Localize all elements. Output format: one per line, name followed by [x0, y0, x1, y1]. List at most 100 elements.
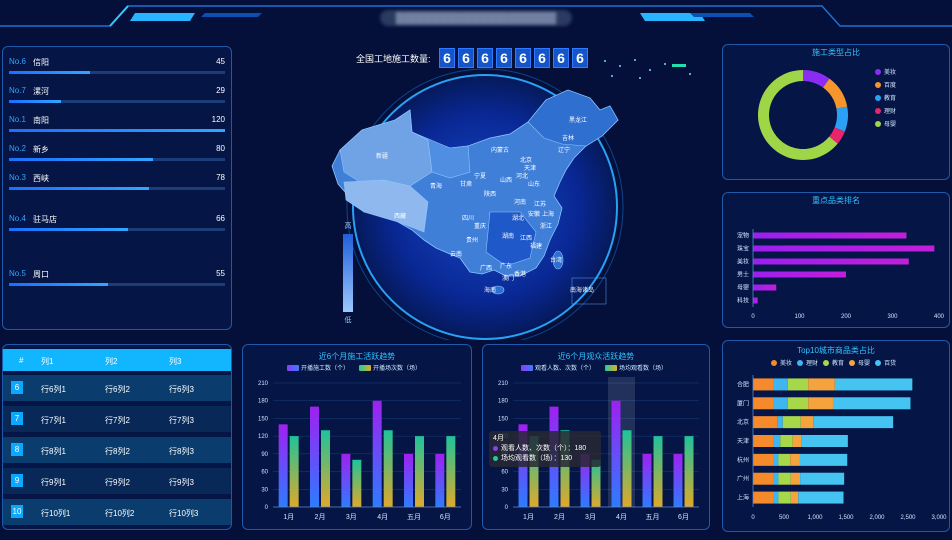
pie-slice[interactable]: [834, 106, 848, 132]
ranking-row: No.4 驻马店 66: [9, 214, 225, 240]
stack-segment[interactable]: [777, 416, 783, 429]
stack-legend-item[interactable]: 理财: [797, 360, 818, 367]
stack-segment[interactable]: [778, 491, 791, 504]
stack-segment[interactable]: [773, 472, 779, 485]
row-index: 9: [11, 474, 23, 487]
bar-series2[interactable]: [529, 436, 539, 507]
bar-series1[interactable]: [673, 453, 683, 507]
stack-segment[interactable]: [753, 416, 778, 429]
bar-series1[interactable]: [278, 424, 288, 507]
bar-series2[interactable]: [684, 436, 694, 507]
stack-segment[interactable]: [801, 435, 848, 447]
stack-segment[interactable]: [787, 378, 809, 391]
stack-segment[interactable]: [782, 416, 801, 429]
cell-col3: 行8列3: [169, 447, 194, 456]
chart1-svg: 0 30 60 90 120 150 180 210 1月 2月 3月 4月 五月 6月: [258, 381, 461, 521]
stack-category: 天津: [737, 438, 749, 445]
rank-chart-bar[interactable]: [753, 297, 758, 304]
stack-category: 北京: [737, 418, 749, 426]
bar-series1[interactable]: [404, 453, 413, 507]
rank-chart-bar[interactable]: [753, 258, 909, 265]
bar-series1[interactable]: [580, 453, 590, 507]
pie-legend-item[interactable]: 母婴: [875, 119, 896, 132]
table-row[interactable]: 7 行7列1 行7列2 行7列3: [3, 406, 231, 432]
stack-segment[interactable]: [753, 435, 774, 447]
pie-legend-item[interactable]: 美妆: [875, 67, 896, 80]
province-label: 湖南: [502, 232, 514, 240]
stack-segment[interactable]: [773, 397, 788, 410]
stack-segment[interactable]: [790, 453, 800, 466]
pie-slice[interactable]: [758, 70, 838, 160]
stack-segment[interactable]: [780, 435, 793, 447]
stack-segment[interactable]: [753, 378, 774, 391]
bar-series1[interactable]: [642, 453, 652, 507]
stack-segment[interactable]: [773, 378, 788, 391]
y-tick-label: 60: [261, 470, 268, 476]
bar-series1[interactable]: [372, 400, 382, 507]
stack-segment[interactable]: [778, 472, 791, 485]
stack-segment[interactable]: [753, 472, 774, 485]
stack-segment[interactable]: [753, 491, 774, 504]
stack-segment[interactable]: [787, 397, 809, 410]
stack-segment[interactable]: [798, 491, 844, 504]
rank-chart-bar[interactable]: [753, 284, 777, 291]
table-row[interactable]: 10 行10列1 行10列2 行10列3: [3, 499, 231, 525]
stack-segment[interactable]: [753, 453, 774, 466]
rank-chart-bar[interactable]: [753, 271, 846, 278]
bar-series1[interactable]: [341, 453, 351, 507]
y-tick-label: 210: [258, 381, 269, 387]
stack-segment[interactable]: [773, 435, 781, 447]
bar-series2[interactable]: [591, 459, 601, 507]
tooltip-line1: 观看人数、次数（个）：180: [493, 444, 597, 454]
stack-legend-item[interactable]: 母婴: [849, 360, 870, 367]
stack-segment[interactable]: [753, 397, 774, 410]
stack-legend-item[interactable]: 美妆: [771, 360, 792, 367]
pie-legend-item[interactable]: 教育: [875, 93, 896, 106]
stack-segment[interactable]: [790, 472, 801, 485]
bar-series2[interactable]: [653, 436, 663, 507]
table-row[interactable]: 9 行9列1 行9列2 行9列3: [3, 468, 231, 494]
bar-series2[interactable]: [383, 430, 393, 507]
pie-legend-item[interactable]: 理财: [875, 106, 896, 119]
stack-legend-item[interactable]: 教育: [823, 360, 844, 367]
pie-slice[interactable]: [822, 78, 848, 109]
stack-segment[interactable]: [808, 378, 835, 391]
x-tick-label: 6月: [440, 513, 451, 521]
stack-legend-item[interactable]: 百货: [875, 360, 896, 367]
bar-series2[interactable]: [352, 459, 362, 507]
stack-chart-title: Top10城市商品类占比: [797, 346, 875, 355]
bar-series2[interactable]: [446, 436, 456, 507]
stack-segment[interactable]: [799, 453, 848, 466]
bar-series2[interactable]: [560, 430, 570, 507]
rank-chart-category: 美妆: [737, 258, 749, 266]
stack-category: 杭州: [737, 456, 749, 464]
cell-col1: 行7列1: [41, 416, 66, 425]
stack-segment[interactable]: [773, 491, 779, 504]
bar-series1[interactable]: [310, 406, 319, 507]
pie-legend: 美妆 百度 教育 理财 母婴: [875, 67, 896, 132]
table-row[interactable]: 6 行6列1 行6列2 行6列3: [3, 375, 231, 401]
rank-chart-bar[interactable]: [753, 245, 935, 252]
stack-segment[interactable]: [792, 435, 802, 447]
rank-chart-bar[interactable]: [753, 232, 907, 239]
bar-series2[interactable]: [321, 430, 330, 507]
stack-segment[interactable]: [773, 453, 779, 466]
pie-slice[interactable]: [829, 127, 845, 144]
bar-series2[interactable]: [289, 436, 299, 507]
stack-segment[interactable]: [834, 378, 913, 391]
stack-category: 合肥: [737, 380, 749, 388]
bar-series1[interactable]: [611, 400, 621, 507]
stack-segment[interactable]: [800, 472, 845, 485]
stack-segment[interactable]: [778, 453, 791, 466]
stack-segment[interactable]: [808, 397, 833, 410]
stack-segment[interactable]: [790, 491, 799, 504]
bar-series2[interactable]: [415, 436, 424, 507]
stack-segment[interactable]: [800, 416, 814, 429]
stack-segment[interactable]: [813, 416, 894, 429]
bar-series2[interactable]: [622, 430, 632, 507]
table-row[interactable]: 8 行8列1 行8列2 行8列3: [3, 437, 231, 463]
pie-legend-item[interactable]: 百度: [875, 80, 896, 93]
stack-segment[interactable]: [832, 397, 911, 410]
bar-series1[interactable]: [435, 453, 445, 507]
pie-slice[interactable]: [803, 70, 830, 88]
